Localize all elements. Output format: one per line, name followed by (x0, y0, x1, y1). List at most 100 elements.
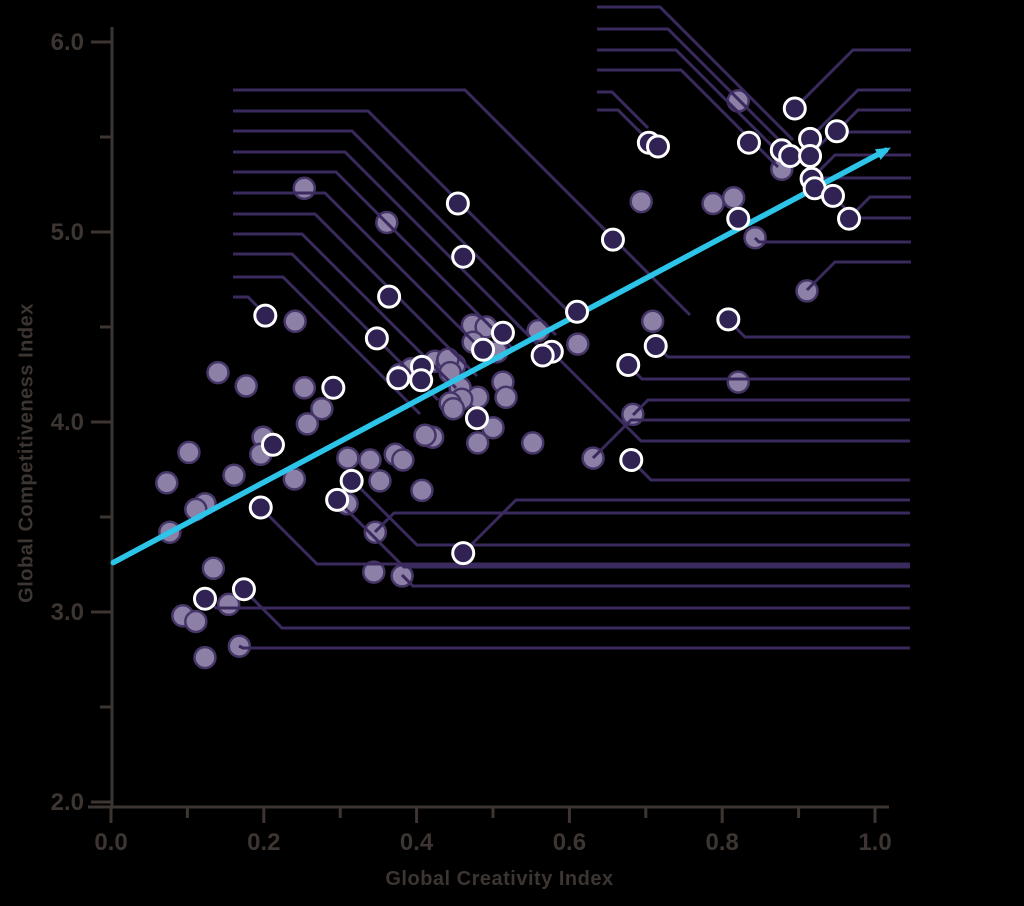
data-point-dark (490, 320, 515, 345)
data-point-light (155, 471, 179, 495)
x-axis-title: Global Creativity Index (385, 868, 614, 890)
leader-line (400, 573, 910, 588)
data-point-dark (377, 284, 402, 309)
data-point-light (391, 448, 415, 472)
leader-line (654, 343, 910, 359)
data-point-dark (778, 144, 803, 168)
leader-line (626, 363, 910, 381)
data-point-dark (451, 244, 476, 269)
y-tick-label: 3.0 (51, 599, 84, 626)
data-point-dark (726, 206, 751, 231)
x-tick-label: 1.0 (858, 829, 891, 856)
data-point-light (721, 186, 746, 210)
x-tick-label: 0.6 (553, 829, 586, 856)
data-point-light (640, 309, 665, 334)
data-point-dark (616, 353, 641, 377)
data-point-dark (643, 334, 668, 358)
leader-line (726, 318, 910, 339)
data-point-light (494, 385, 518, 410)
leader-line (233, 129, 558, 337)
data-point-light (292, 376, 317, 400)
leader-line (242, 588, 910, 630)
leader-line (233, 232, 458, 390)
leader-line (233, 150, 542, 349)
data-point-dark (321, 375, 346, 400)
data-point-dark (409, 368, 434, 393)
leader-line (631, 398, 910, 417)
data-point-light (216, 592, 241, 617)
leader-line (597, 108, 652, 144)
leader-line (233, 170, 517, 353)
trend-line-arrowhead (874, 147, 891, 160)
data-point-dark (619, 448, 644, 472)
leader-line (810, 153, 911, 180)
data-point-dark (325, 487, 350, 512)
data-point-light (410, 478, 434, 503)
data-point-dark (471, 337, 496, 362)
data-point-light (295, 412, 320, 436)
data-point-light (336, 446, 360, 470)
leader-line (233, 275, 422, 416)
data-point-dark (451, 541, 476, 566)
data-point-dark (565, 299, 590, 324)
x-tick-label: 0.0 (94, 829, 127, 856)
data-point-dark (364, 326, 389, 351)
data-point-dark (445, 191, 470, 216)
leader-line (629, 458, 910, 482)
data-point-light (726, 370, 750, 394)
data-point-dark (339, 468, 364, 493)
leader-line (753, 236, 911, 244)
leader-line (259, 506, 910, 566)
leader-line (233, 109, 575, 318)
data-point-light (701, 191, 725, 216)
data-point-light (413, 423, 437, 448)
data-point-light (362, 560, 386, 584)
leader-line (350, 478, 910, 547)
leader-line (805, 260, 911, 292)
leader-line (591, 418, 910, 460)
leader-line (335, 498, 910, 569)
data-point-dark (192, 586, 217, 611)
data-point-light (283, 309, 307, 334)
data-point-dark (386, 366, 411, 391)
data-point-dark (600, 227, 625, 252)
leader-line (550, 350, 910, 443)
data-point-dark (798, 144, 823, 168)
data-point-light (566, 332, 590, 356)
data-point-dark (248, 495, 273, 520)
data-point-light (206, 360, 230, 385)
leader-line (597, 90, 650, 130)
leader-line (597, 27, 788, 149)
data-point-dark (824, 119, 849, 144)
data-point-dark (253, 303, 278, 328)
data-point-dark (716, 307, 741, 332)
data-point-dark (837, 206, 862, 231)
y-tick-label: 4.0 (51, 409, 84, 436)
y-axis-title: Global Competitiveness Index (15, 303, 38, 603)
leader-line (808, 88, 911, 140)
data-point-dark (231, 577, 256, 602)
data-point-light (184, 609, 208, 634)
leader-line (808, 130, 911, 157)
data-point-light (368, 469, 392, 493)
x-tick-label: 0.4 (400, 829, 434, 856)
leader-line (597, 5, 795, 142)
data-point-light (629, 189, 653, 214)
data-point-light (201, 556, 226, 581)
data-point-light (177, 440, 201, 465)
x-tick-label: 0.8 (706, 829, 739, 856)
leader-line (238, 644, 910, 650)
data-point-dark (646, 134, 671, 159)
data-point-dark (736, 130, 761, 155)
leader-line (233, 252, 440, 402)
leader-line (793, 48, 911, 110)
y-tick-label: 6.0 (51, 29, 84, 56)
data-point-light (358, 448, 382, 472)
data-point-dark (464, 406, 489, 431)
data-point-light (310, 396, 334, 421)
leader-line (205, 597, 910, 610)
leader-line (597, 48, 783, 157)
x-tick-label: 0.2 (247, 829, 280, 856)
